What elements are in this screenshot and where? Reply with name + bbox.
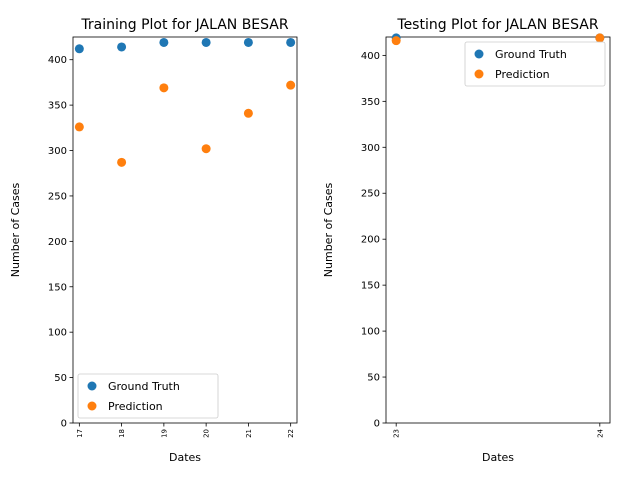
y-axis-label: Number of Cases — [9, 183, 22, 278]
prediction-point — [391, 36, 401, 46]
legend-marker — [474, 69, 484, 79]
prediction-point — [117, 157, 127, 167]
x-tick-label: 19 — [160, 429, 168, 438]
y-tick-label: 150 — [361, 281, 380, 292]
y-tick-label: 200 — [48, 237, 67, 248]
y-tick-label: 350 — [361, 97, 380, 108]
y-tick-label: 50 — [54, 373, 67, 384]
y-tick-label: 300 — [361, 143, 380, 154]
legend-box — [464, 41, 606, 87]
prediction-point — [286, 80, 296, 90]
ground-truth-point — [286, 37, 296, 47]
prediction-point — [243, 108, 253, 118]
legend-entry: Ground Truth — [495, 48, 567, 61]
x-tick-label: 17 — [76, 429, 84, 438]
y-tick-label: 250 — [361, 189, 380, 200]
x-tick-label: 20 — [203, 429, 211, 438]
legend-entry: Prediction — [495, 68, 550, 81]
legend-entry: Prediction — [108, 400, 163, 413]
x-tick-label: 21 — [245, 429, 253, 438]
ground-truth-point — [117, 42, 127, 52]
legend-marker — [87, 401, 97, 411]
prediction-point — [74, 122, 84, 132]
y-axis-label: Number of Cases — [322, 183, 335, 278]
x-tick-label: 23 — [393, 429, 401, 438]
y-tick-label: 100 — [361, 327, 380, 338]
chart-title: Testing Plot for JALAN BESAR — [396, 17, 598, 33]
y-tick-label: 400 — [361, 51, 380, 62]
prediction-point — [201, 144, 211, 154]
ground-truth-point — [243, 37, 253, 47]
y-tick-label: 0 — [374, 419, 380, 430]
subplot-1: Training Plot for JALAN BESAR 0 50 100 150 20… — [9, 17, 298, 464]
legend-marker — [87, 381, 97, 391]
x-tick-label: 24 — [596, 428, 604, 437]
y-tick-label: 350 — [48, 101, 67, 112]
legend: Ground Truth Prediction — [464, 41, 606, 87]
x-tick-label: 18 — [118, 429, 126, 438]
ground-truth-point — [201, 37, 211, 47]
chart-title: Training Plot for JALAN BESAR — [80, 17, 288, 33]
y-tick-label: 150 — [48, 282, 67, 293]
x-tick-label: 22 — [287, 429, 295, 438]
y-tick-label: 100 — [48, 328, 67, 339]
prediction-point — [595, 33, 605, 43]
y-tick-label: 250 — [48, 191, 67, 202]
legend-box — [77, 373, 219, 419]
subplot-2: Testing Plot for JALAN BESAR 0 50 100 150 200… — [322, 17, 611, 464]
y-tick-label: 400 — [48, 55, 67, 66]
ground-truth-point — [74, 44, 84, 54]
x-axis-label: Dates — [482, 451, 514, 464]
plot-frame — [72, 36, 298, 424]
y-tick-label: 50 — [367, 373, 380, 384]
plot-frame — [385, 36, 611, 424]
legend-entry: Ground Truth — [108, 380, 180, 393]
y-tick-label: 300 — [48, 146, 67, 157]
x-axis-label: Dates — [169, 451, 201, 464]
legend: Ground Truth Prediction — [77, 373, 219, 419]
legend-marker — [474, 49, 484, 59]
prediction-point — [159, 83, 169, 93]
y-tick-label: 0 — [61, 419, 67, 430]
ground-truth-point — [159, 37, 169, 47]
y-tick-label: 200 — [361, 235, 380, 246]
